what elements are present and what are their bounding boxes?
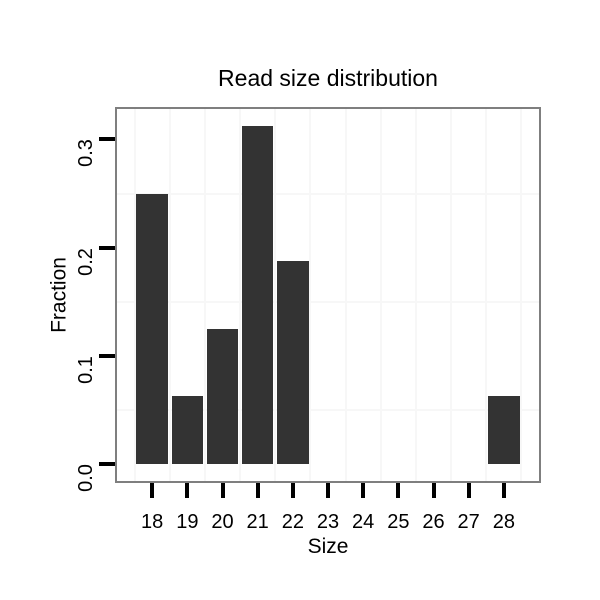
- x-tick-mark: [501, 483, 506, 498]
- bar-size-20: [206, 328, 239, 465]
- minor-gridline-vertical: [309, 109, 312, 481]
- minor-gridline-vertical: [450, 109, 453, 481]
- y-tick-mark: [99, 353, 115, 358]
- minor-gridline-vertical: [203, 109, 206, 481]
- x-tick-mark: [220, 483, 225, 498]
- y-tick-label: 0.2: [75, 247, 97, 276]
- x-tick-mark: [361, 483, 366, 498]
- x-tick-label: 26: [422, 511, 445, 533]
- x-tick-label: 21: [246, 511, 269, 533]
- minor-gridline-horizontal: [117, 408, 539, 411]
- x-tick-label: 20: [211, 511, 234, 533]
- minor-gridline-vertical: [379, 109, 382, 481]
- minor-gridline-vertical: [274, 109, 277, 481]
- minor-gridline-vertical: [133, 109, 136, 481]
- x-tick-mark: [326, 483, 330, 498]
- y-tick-label: 0.0: [75, 464, 97, 493]
- bar-size-28: [488, 396, 520, 465]
- y-tick-label: 0.1: [75, 355, 97, 384]
- y-tick-label: 0.3: [75, 139, 97, 168]
- x-tick-mark: [255, 483, 260, 498]
- x-tick-label: 27: [457, 511, 480, 533]
- x-tick-mark: [431, 483, 436, 498]
- minor-gridline-vertical: [239, 109, 242, 481]
- x-tick-mark: [290, 483, 295, 498]
- x-tick-mark: [150, 483, 155, 498]
- x-tick-label: 18: [141, 511, 164, 533]
- y-tick-mark: [99, 245, 115, 250]
- x-tick-label: 28: [492, 511, 515, 533]
- minor-gridline-vertical: [344, 109, 347, 481]
- x-tick-label: 23: [316, 511, 340, 533]
- y-tick-mark: [99, 137, 115, 142]
- x-tick-mark: [396, 483, 401, 498]
- chart-title: Read size distribution: [218, 65, 438, 91]
- bar-size-19: [171, 396, 204, 465]
- x-tick-label: 19: [176, 511, 199, 533]
- x-tick-label: 22: [281, 511, 304, 533]
- x-tick-mark: [185, 483, 190, 498]
- x-tick-mark: [466, 483, 471, 498]
- y-tick-mark: [99, 462, 115, 467]
- minor-gridline-vertical: [485, 109, 488, 481]
- bar-size-21: [241, 125, 274, 465]
- minor-gridline-horizontal: [117, 192, 539, 195]
- bar-size-22: [277, 261, 309, 465]
- x-tick-label: 24: [352, 511, 375, 533]
- y-axis-title: Fraction: [47, 257, 71, 333]
- x-axis-title: Size: [307, 535, 349, 558]
- minor-gridline-horizontal: [117, 300, 539, 303]
- x-tick-label: 25: [387, 511, 410, 533]
- minor-gridline-vertical: [520, 109, 523, 481]
- plot-panel: [115, 107, 541, 483]
- bar-size-18: [136, 193, 168, 465]
- minor-gridline-vertical: [414, 109, 417, 481]
- minor-gridline-vertical: [168, 109, 171, 481]
